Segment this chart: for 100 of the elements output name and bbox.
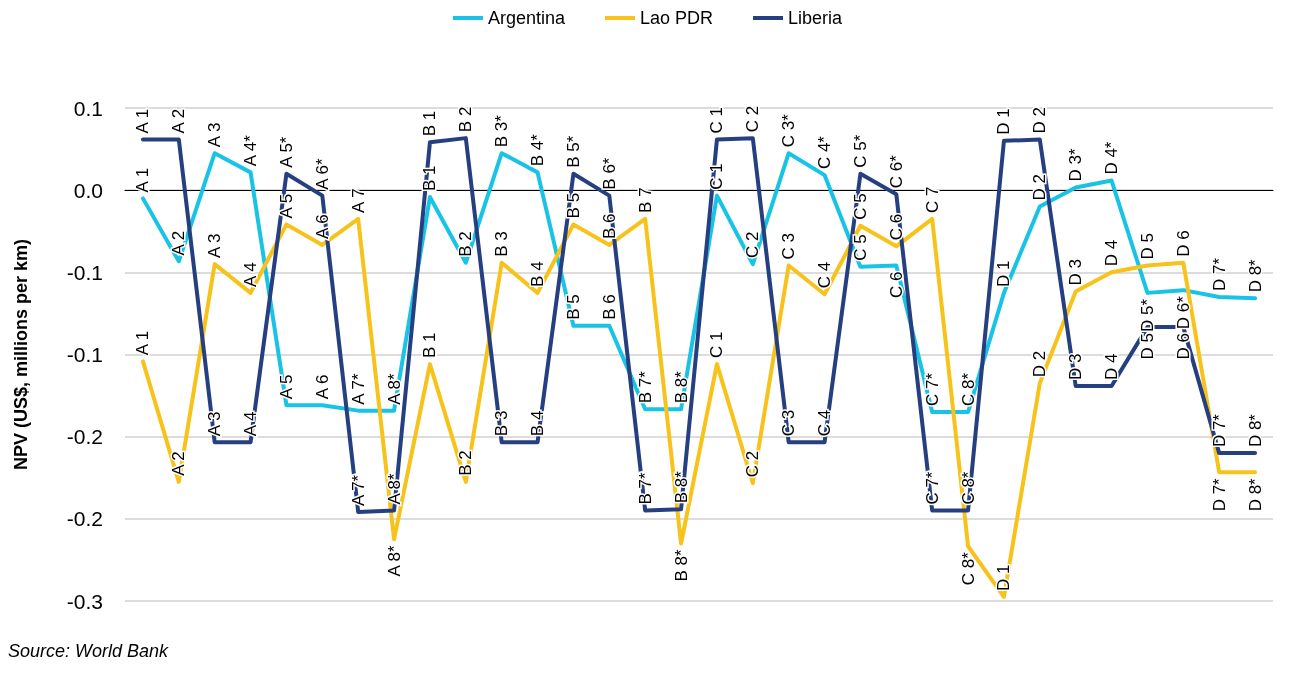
data-label: B 8*	[671, 549, 691, 582]
data-label: B 5*	[563, 135, 583, 168]
data-label: C 7*	[922, 372, 942, 407]
data-label: D 8*	[1245, 258, 1265, 293]
y-tick-label: -0.3	[66, 589, 103, 613]
data-label: D 3	[1066, 353, 1086, 380]
data-label: D 1	[994, 564, 1014, 591]
data-label: D 4*	[1102, 141, 1122, 175]
data-label: B 8*	[671, 370, 691, 404]
data-label: A 8*	[384, 473, 404, 505]
data-label: B 3	[492, 231, 512, 257]
data-label: D 7*	[1209, 413, 1229, 448]
data-label: D 2	[1030, 350, 1050, 378]
data-label: D 5	[1137, 233, 1157, 260]
data-label: C 8*	[958, 551, 978, 586]
data-label: A 6	[312, 374, 332, 400]
data-label: C 1	[707, 163, 727, 190]
data-label: D 1	[994, 260, 1014, 287]
data-label: D 5	[1137, 333, 1157, 360]
data-label: C 4	[815, 409, 835, 437]
data-label: D 3*	[1066, 147, 1086, 182]
data-label: C 8*	[958, 471, 978, 505]
source-note: Source: World Bank	[8, 641, 170, 661]
data-label: B 6*	[599, 157, 619, 190]
data-label: A 7*	[348, 474, 368, 506]
data-label: C 4	[815, 261, 835, 289]
data-label: A 7*	[348, 373, 368, 405]
data-label: B 4*	[528, 133, 548, 167]
data-label: D 1	[994, 108, 1014, 135]
data-label: C 5	[850, 193, 870, 220]
data-label: C 2	[743, 231, 763, 259]
legend-label: Lao PDR	[639, 8, 714, 28]
data-label: C 4*	[815, 135, 835, 170]
data-label: A 5*	[276, 136, 296, 168]
data-label: D 8*	[1245, 413, 1265, 448]
data-label: C 8*	[958, 372, 978, 407]
data-label: C 6	[886, 271, 906, 298]
data-label: A 6	[312, 214, 332, 239]
data-label: D 3	[1066, 259, 1086, 286]
data-label: B 4	[528, 410, 548, 437]
data-label: A 4	[241, 262, 261, 287]
data-label: A 7	[348, 188, 368, 213]
y-tick-label: -0.2	[66, 507, 103, 531]
data-label: D 6*	[1173, 295, 1193, 330]
data-label: B 3	[492, 410, 512, 437]
data-label: A 8*	[384, 373, 404, 405]
data-label: B 8*	[671, 470, 691, 504]
data-label: D 7*	[1209, 257, 1229, 291]
data-label: C 5	[850, 234, 870, 261]
data-label: D 8*	[1245, 477, 1265, 512]
data-label: C 1	[707, 107, 727, 134]
data-label: B 7	[635, 187, 655, 213]
data-label: B 5	[563, 294, 583, 320]
data-label: D 4	[1102, 353, 1122, 380]
data-label: C 3	[779, 409, 799, 437]
data-label: D 5*	[1137, 298, 1157, 332]
data-label: A 1	[133, 108, 153, 134]
data-label: B 2	[456, 231, 476, 257]
data-label: B 7*	[635, 370, 655, 404]
data-label: A 3	[205, 122, 225, 148]
data-label: D 2	[1030, 107, 1050, 134]
y-axis-title: NPV (US$, millions per km)	[11, 238, 31, 471]
data-label: A 6*	[312, 158, 332, 190]
data-label: B 7*	[635, 472, 655, 505]
data-label: A 2	[169, 108, 189, 134]
data-label: C 2	[743, 450, 763, 478]
data-label: B 2	[456, 106, 476, 133]
data-label: B 5	[563, 192, 583, 219]
data-label: B 1	[420, 165, 440, 192]
data-label: A 3	[205, 233, 225, 259]
data-label: B 6	[599, 213, 619, 239]
data-label: C 7	[922, 186, 942, 213]
y-tick-label: -0.1	[66, 260, 103, 284]
data-label: B 3*	[492, 114, 512, 148]
data-label: A 2	[169, 451, 189, 476]
data-label: D 6	[1173, 230, 1193, 257]
y-tick-label: -0.1	[66, 343, 103, 366]
data-label: C 5*	[850, 134, 870, 168]
data-label: C 6*	[886, 154, 906, 189]
data-label: A 4	[241, 411, 261, 437]
data-label: A 4*	[241, 134, 261, 167]
data-label: C 3	[779, 233, 799, 260]
data-label: D 6	[1173, 333, 1193, 360]
data-label: B 6	[599, 294, 619, 320]
data-label: A 5	[276, 374, 296, 400]
data-label: C 2	[743, 105, 763, 133]
data-label: D 7*	[1209, 477, 1229, 512]
legend-label: Liberia	[788, 8, 844, 28]
data-label: C 1	[707, 331, 727, 359]
data-label: B 1	[420, 110, 440, 137]
y-tick-label: 0.1	[73, 96, 103, 120]
data-label: A 3	[205, 411, 225, 437]
legend-label: Argentina	[487, 8, 566, 28]
data-label: A 1	[133, 330, 153, 356]
data-label: B 1	[420, 332, 440, 359]
data-label: C 3*	[779, 113, 799, 148]
data-label: C 6	[886, 213, 906, 241]
data-label: B 4	[528, 261, 548, 287]
data-label: A 2	[169, 230, 189, 256]
data-label: A 8*	[384, 545, 404, 577]
